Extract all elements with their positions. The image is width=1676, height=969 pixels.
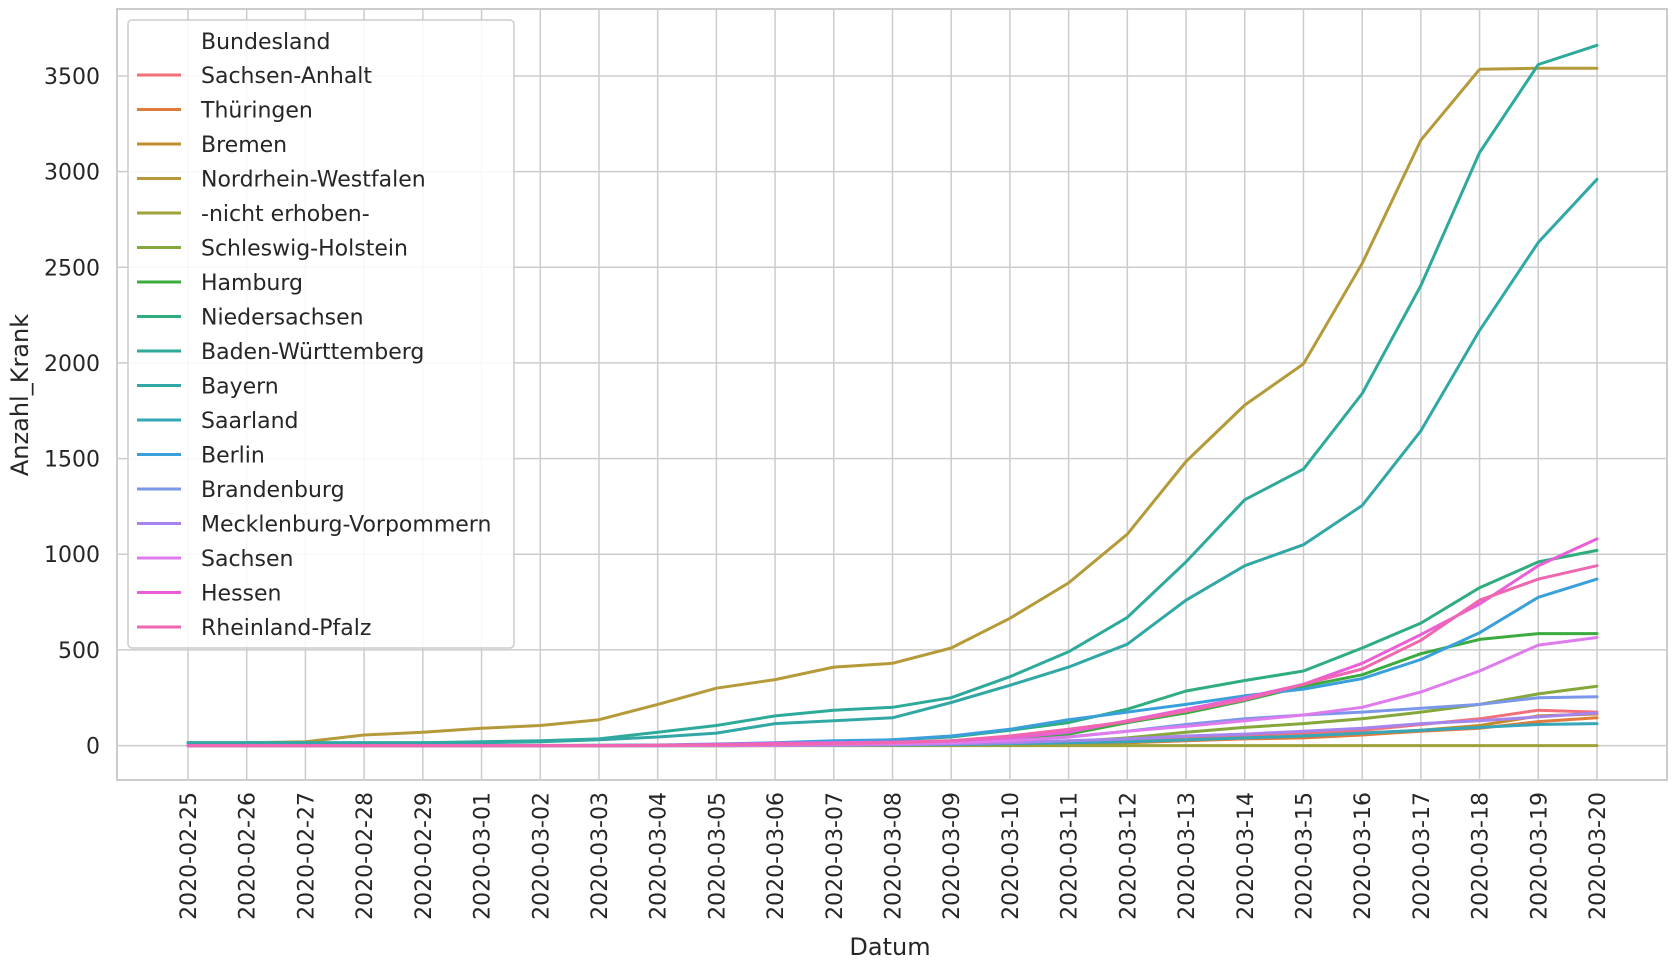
x-tick-label: 2020-03-11: [1058, 792, 1083, 920]
x-tick-label: 2020-03-08: [882, 792, 907, 920]
legend-label: Berlin: [201, 444, 265, 469]
series-line: [186, 564, 1599, 748]
y-tick-label: 2000: [44, 352, 100, 377]
x-tick-label: 2020-03-16: [1351, 792, 1376, 920]
y-axis-title: Anzahl_Krank: [6, 314, 34, 476]
x-tick-label: 2020-03-03: [588, 792, 613, 920]
legend-label: Sachsen-Anhalt: [201, 64, 372, 89]
x-tick-label: 2020-03-17: [1410, 792, 1435, 920]
x-tick-label: 2020-02-28: [353, 792, 378, 920]
legend-box: [127, 19, 515, 649]
y-tick-labels: 0 500 1000 1500 2000 2500 3000 3500: [44, 65, 100, 760]
y-tick-label: 1000: [44, 543, 100, 568]
y-tick-label: 1500: [44, 448, 100, 473]
x-tick-label: 2020-03-20: [1586, 792, 1611, 920]
x-tick-label: 2020-03-01: [471, 792, 496, 920]
legend-label: Niedersachsen: [201, 306, 364, 331]
x-axis-title: Datum: [849, 933, 930, 961]
x-tick-label: 2020-03-19: [1527, 792, 1552, 920]
x-tick-label: 2020-02-25: [177, 792, 202, 920]
y-tick-label: 0: [86, 735, 100, 760]
legend-label: Hessen: [201, 582, 281, 607]
legend-label: Brandenburg: [201, 478, 345, 503]
legend-label: Bayern: [201, 375, 279, 400]
y-tick-label: 2500: [44, 256, 100, 281]
x-tick-label: 2020-03-09: [940, 792, 965, 920]
y-tick-label: 500: [58, 639, 100, 664]
series-line: [186, 66, 1599, 745]
legend-label: Rheinland-Pfalz: [201, 616, 371, 641]
series-lines: [186, 43, 1599, 748]
legend-label: Bremen: [201, 133, 287, 158]
x-tick-label: 2020-03-13: [1175, 792, 1200, 920]
x-tick-label: 2020-03-02: [529, 792, 554, 920]
legend-label: Hamburg: [201, 271, 303, 296]
legend-label: Schleswig-Holstein: [201, 237, 408, 262]
x-tick-label: 2020-03-12: [1116, 792, 1141, 920]
y-tick-label: 3500: [44, 65, 100, 90]
legend-label: Thüringen: [200, 99, 313, 124]
legend-label: Saarland: [201, 409, 298, 434]
x-tick-label: 2020-03-10: [999, 792, 1024, 920]
legend-label: Mecklenburg-Vorpommern: [201, 513, 491, 538]
x-tick-label: 2020-02-27: [294, 792, 319, 920]
legend-title: Bundesland: [201, 30, 330, 55]
legend-label: Baden-Württemberg: [201, 340, 424, 365]
y-tick-label: 3000: [44, 161, 100, 186]
x-tick-label: 2020-03-05: [705, 792, 730, 920]
x-tick-label: 2020-03-15: [1292, 792, 1317, 920]
x-tick-label: 2020-03-18: [1469, 792, 1494, 920]
legend-label: -nicht erhoben-: [201, 202, 370, 227]
legend-items: Sachsen-Anhalt Thüringen Bremen Nordrhein-W…: [137, 64, 491, 641]
x-tick-label: 2020-03-14: [1234, 792, 1259, 920]
x-tick-label: 2020-03-06: [764, 792, 789, 920]
x-tick-label: 2020-03-07: [823, 792, 848, 920]
x-tick-label: 2020-02-29: [412, 792, 437, 920]
legend-label: Nordrhein-Westfalen: [201, 168, 426, 193]
legend-label: Sachsen: [201, 547, 293, 572]
series-line: [186, 177, 1599, 745]
x-tick-label: 2020-03-04: [647, 792, 672, 920]
x-tick-label: 2020-02-26: [236, 792, 261, 920]
legend: Bundesland Sachsen-Anhalt Thüringen Bremen…: [127, 19, 515, 649]
x-tick-labels: 2020-02-25 2020-02-26 2020-02-27 2020-02-28…: [177, 792, 1611, 920]
